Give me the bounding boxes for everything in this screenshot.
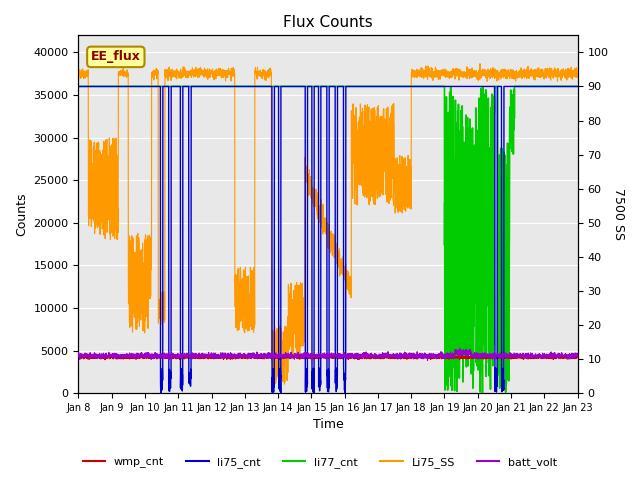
batt_volt: [527, 354, 534, 360]
Line: batt_volt: batt_volt: [79, 349, 578, 360]
li77_cnt: [527, 84, 534, 89]
batt_volt: [75, 353, 83, 359]
li75_cnt: [75, 84, 83, 89]
li75_cnt: [385, 84, 393, 89]
li75_cnt: [182, 84, 189, 89]
Li75_SS: [75, 70, 83, 75]
wmp_cnt: [385, 354, 393, 360]
li77_cnt: [214, 84, 221, 89]
li75_cnt: [527, 84, 534, 89]
Line: li77_cnt: li77_cnt: [79, 86, 578, 393]
Line: wmp_cnt: wmp_cnt: [79, 355, 578, 360]
batt_volt: [574, 353, 582, 359]
Li75_SS: [385, 160, 393, 166]
batt_volt: [456, 346, 463, 352]
Text: EE_flux: EE_flux: [91, 50, 141, 63]
Y-axis label: 7500 SS: 7500 SS: [612, 188, 625, 240]
wmp_cnt: [75, 354, 83, 360]
batt_volt: [573, 352, 581, 358]
wmp_cnt: [527, 355, 534, 360]
batt_volt: [214, 353, 221, 359]
Li75_SS: [527, 67, 534, 73]
li77_cnt: [182, 84, 189, 89]
Li75_SS: [573, 70, 581, 76]
Y-axis label: Counts: Counts: [15, 192, 28, 236]
li77_cnt: [385, 84, 393, 89]
li77_cnt: [574, 84, 582, 89]
Li75_SS: [280, 381, 288, 387]
li75_cnt: [574, 84, 582, 89]
Legend: wmp_cnt, li75_cnt, li77_cnt, Li75_SS, batt_volt: wmp_cnt, li75_cnt, li77_cnt, Li75_SS, ba…: [78, 452, 562, 472]
batt_volt: [424, 358, 431, 363]
wmp_cnt: [214, 355, 222, 361]
li75_cnt: [376, 84, 384, 89]
li77_cnt: [75, 84, 83, 89]
li75_cnt: [277, 390, 285, 396]
Line: li75_cnt: li75_cnt: [79, 86, 578, 393]
Li75_SS: [182, 72, 189, 78]
li77_cnt: [376, 84, 384, 89]
wmp_cnt: [101, 357, 109, 362]
Li75_SS: [214, 70, 221, 75]
batt_volt: [385, 353, 393, 359]
Line: Li75_SS: Li75_SS: [79, 64, 578, 384]
li75_cnt: [573, 84, 581, 89]
X-axis label: Time: Time: [312, 419, 344, 432]
Title: Flux Counts: Flux Counts: [283, 15, 373, 30]
wmp_cnt: [574, 354, 582, 360]
li75_cnt: [214, 84, 221, 89]
wmp_cnt: [563, 352, 571, 358]
batt_volt: [182, 354, 189, 360]
li77_cnt: [573, 84, 581, 89]
wmp_cnt: [182, 354, 189, 360]
wmp_cnt: [376, 356, 384, 361]
Li75_SS: [574, 72, 582, 77]
Li75_SS: [376, 190, 384, 195]
batt_volt: [376, 351, 384, 357]
Li75_SS: [476, 61, 484, 67]
wmp_cnt: [573, 354, 581, 360]
li77_cnt: [479, 390, 486, 396]
